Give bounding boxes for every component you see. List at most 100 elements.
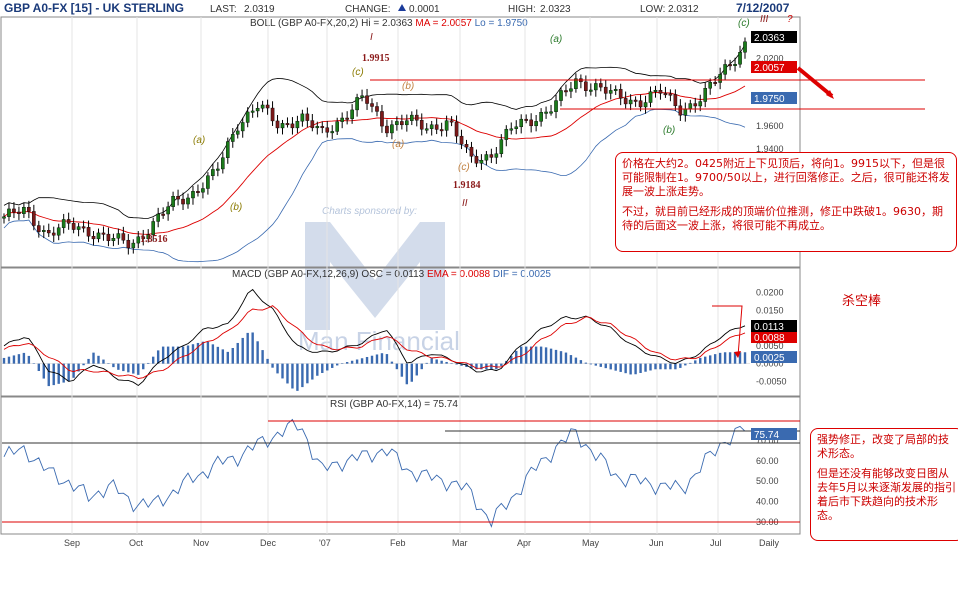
macd-hist-bar xyxy=(455,363,458,365)
macd-hist-bar xyxy=(738,352,742,364)
candle-body xyxy=(335,121,340,132)
boll-legend: BOLL (GBP A0-FX,20,2) Hi = 2.0363 MA = 2… xyxy=(250,18,528,29)
rsi-series xyxy=(3,418,746,528)
candle-body xyxy=(743,41,747,53)
candle-body xyxy=(41,230,46,232)
candle-body xyxy=(648,91,653,103)
macd-hist-bar xyxy=(132,363,135,374)
macd-hist-bar xyxy=(380,353,384,364)
macd-hist-bar xyxy=(2,357,6,364)
candle-body xyxy=(305,113,310,121)
macd-hist-bar xyxy=(17,354,21,364)
macd-ema-line xyxy=(3,305,746,379)
macd-hist-bar xyxy=(201,341,205,364)
candle-body xyxy=(295,120,300,129)
level-labels: 1.8516 1.9915 1.9184 xyxy=(140,53,481,245)
x-tick-label: May xyxy=(582,538,600,548)
macd-hist-bar xyxy=(395,363,399,370)
price-arrow xyxy=(796,66,834,98)
macd-hist-bar xyxy=(147,362,150,364)
candle-body xyxy=(519,118,524,128)
macd-hist-bar xyxy=(713,354,717,364)
macd-y-tick: 0.0150 xyxy=(756,305,784,315)
macd-hist-bar xyxy=(97,355,100,364)
candle-body xyxy=(728,64,732,67)
wave-c-green: (c) xyxy=(738,18,750,29)
wave-III: III xyxy=(760,14,769,25)
macd-hist-bar xyxy=(87,358,90,364)
macd-hist-bar xyxy=(82,363,85,366)
analysis-note: 价格在大约2。0425附近上下见顶后，将向1。9915以下，但是很可能限制在1。… xyxy=(615,152,957,252)
wave-b-olive: (b) xyxy=(230,202,242,213)
macd-hist-bar xyxy=(156,350,160,364)
candle-body xyxy=(598,83,603,88)
macd-hist-bar xyxy=(261,350,264,364)
candle-body xyxy=(27,207,31,212)
macd-hist-bar xyxy=(684,363,687,366)
candle-body xyxy=(589,89,593,92)
chart-date: 7/12/2007 xyxy=(736,1,790,15)
macd-legend: MACD (GBP A0-FX,12,26,9) OSC = 0.0113 EM… xyxy=(232,269,551,280)
candle-body xyxy=(474,156,479,164)
macd-hist-bar xyxy=(340,363,344,364)
macd-hist-bar xyxy=(196,342,200,364)
candle-body xyxy=(534,121,538,127)
candle-body xyxy=(360,95,364,98)
macd-hist-bar xyxy=(62,363,65,383)
rsi-legend: RSI (GBP A0-FX,14) = 75.74 xyxy=(330,399,458,410)
candle-body xyxy=(181,198,185,205)
macd-hist-bar xyxy=(246,332,249,364)
macd-hist-bar xyxy=(385,354,389,364)
macd-hist-bar xyxy=(117,363,120,370)
macd-hist-bar xyxy=(241,337,244,364)
candle-body xyxy=(395,121,399,125)
candle-body xyxy=(559,90,563,101)
candle-body xyxy=(444,120,449,131)
candle-body xyxy=(469,146,474,157)
candle-body xyxy=(603,86,608,94)
macd-hist-bar xyxy=(365,356,369,364)
macd-hist-bar xyxy=(400,363,404,377)
change-value: 0.0001 xyxy=(409,4,440,15)
candle-body xyxy=(86,227,91,237)
macd-hist-bar xyxy=(266,358,269,364)
macd-hist-bar xyxy=(251,332,254,364)
low-value: 2.0312 xyxy=(668,4,699,15)
candle-body xyxy=(7,208,11,217)
rsi-line xyxy=(3,418,746,528)
macd-hist-bar xyxy=(450,363,453,364)
macd-hist-bar xyxy=(281,363,284,379)
x-tick-label: Apr xyxy=(517,538,531,548)
macd-hist-bar xyxy=(112,363,115,368)
macd-hist-bar xyxy=(231,347,234,364)
candle-body xyxy=(111,237,116,241)
candle-body xyxy=(698,101,703,107)
macd-hist-bar xyxy=(191,344,195,364)
price-arrow-head xyxy=(826,90,834,99)
candle-body xyxy=(400,121,404,126)
macd-hist-bar xyxy=(67,363,70,382)
candle-body xyxy=(479,159,484,164)
macd-hist-bar xyxy=(659,363,662,370)
candle-body xyxy=(17,211,21,214)
svg-text:1.9750: 1.9750 xyxy=(754,94,785,105)
macd-hist-bar xyxy=(390,361,394,364)
candle-body xyxy=(255,108,260,112)
candle-body xyxy=(320,126,325,129)
sponsor-logo xyxy=(305,222,445,330)
level-high: 1.9915 xyxy=(362,53,390,64)
candle-body xyxy=(61,219,66,228)
candle-body xyxy=(340,117,344,122)
macd-hist-bar xyxy=(480,363,483,370)
macd-hist-bar xyxy=(743,352,747,364)
candle-body xyxy=(544,111,548,114)
analysis-note-p1: 价格在大约2。0425附近上下见顶后，将向1。9915以下，但是很可能限制在1。… xyxy=(622,157,950,198)
macd-hist-bar xyxy=(286,363,289,384)
macd-hist-bar xyxy=(669,363,672,370)
candle-body xyxy=(554,100,558,112)
macd-tags: 0.0113 0.0088 0.0025 xyxy=(751,320,797,364)
macd-hist-bar xyxy=(12,355,16,364)
wave-b-tan: (b) xyxy=(402,81,414,92)
macd-hist-bar xyxy=(599,363,602,367)
candle-body xyxy=(106,233,111,241)
